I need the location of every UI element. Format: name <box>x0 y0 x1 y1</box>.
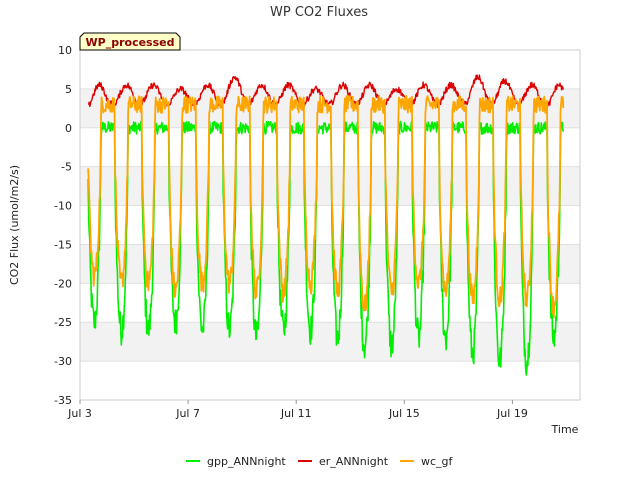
y-tick-label: -30 <box>54 355 72 368</box>
y-tick-label: -15 <box>54 238 72 251</box>
legend-label: er_ANNnight <box>319 455 389 468</box>
y-axis-ticks: 10 5 0 -5 -10 -15 -20 -25 -30 -35 <box>54 44 72 407</box>
y-tick-label: -10 <box>54 200 72 213</box>
x-tick-label: Jul 11 <box>280 407 312 420</box>
processed-badge: WP_processed <box>79 32 181 51</box>
x-tick-label: Jul 19 <box>496 407 528 420</box>
badge-box <box>79 32 181 51</box>
background-band <box>80 322 580 362</box>
y-tick-label: -20 <box>54 277 72 290</box>
legend-label: wc_gf <box>421 455 454 468</box>
x-tick-label: Jul 15 <box>388 407 420 420</box>
chart-title: WP CO2 Fluxes <box>270 5 368 20</box>
background-band <box>80 166 580 206</box>
x-axis-ticks: Jul 3 Jul 7 Jul 11 Jul 15 Jul 19 <box>67 400 528 420</box>
plot-frame <box>79 49 581 401</box>
badge-label: WP_processed <box>86 36 175 49</box>
series-lines <box>87 74 565 376</box>
y-tick-label: 0 <box>65 122 72 135</box>
y-axis-label: CO2 Flux (umol/m2/s) <box>8 165 21 285</box>
y-tick-label: 10 <box>58 44 72 57</box>
series-line-wc <box>87 95 565 319</box>
y-tick-label: -35 <box>54 394 72 407</box>
x-axis-label: Time <box>551 423 579 436</box>
x-tick-label: Jul 3 <box>67 407 92 420</box>
y-tick-label: -5 <box>61 161 72 174</box>
y-tick-label: -25 <box>54 316 72 329</box>
series-line-gpp <box>87 120 565 376</box>
x-tick-label: Jul 7 <box>175 407 200 420</box>
y-tick-label: 5 <box>65 83 72 96</box>
legend: gpp_ANNnight er_ANNnight wc_gf <box>186 455 454 468</box>
legend-label: gpp_ANNnight <box>207 455 286 468</box>
